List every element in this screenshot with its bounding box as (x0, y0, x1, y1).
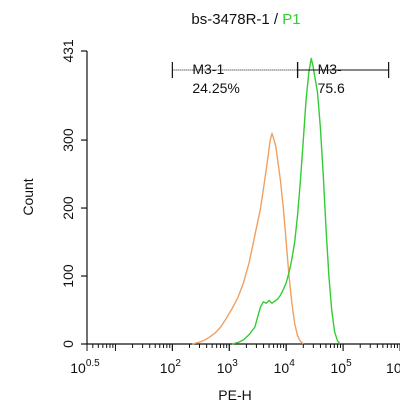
histogram-series-2 (231, 57, 341, 345)
marker-name: M3- (318, 61, 342, 77)
chart-title-main: bs-3478R-1 / (191, 11, 282, 28)
x-axis-ticks: 100.5 102 103 104 105 106. (70, 344, 400, 376)
x-tick-label: 103 (217, 358, 239, 376)
chart-title-accent: P1 (282, 11, 300, 28)
y-axis-label: Count (20, 178, 36, 215)
histogram-series-1 (192, 132, 304, 345)
x-tick-label: 106. (386, 358, 400, 376)
marker-percent: 75.6 (318, 80, 345, 96)
x-tick-label: 102 (160, 358, 182, 376)
histogram-series (192, 57, 341, 345)
marker-name: M3-1 (192, 61, 224, 77)
y-axis-ticks: 0 100 200 300 431 (60, 39, 87, 348)
x-tick-label: 100.5 (70, 358, 100, 376)
y-tick-label: 100 (60, 264, 76, 288)
y-tick-label: 300 (60, 128, 76, 152)
chart-title: bs-3478R-1 / P1 (191, 11, 300, 28)
x-axis-label: PE-H (218, 387, 251, 403)
x-tick-label: 104 (274, 358, 296, 376)
y-tick-label: 431 (60, 39, 76, 63)
y-tick-label: 200 (60, 196, 76, 220)
marker-percent: 24.25% (192, 80, 239, 96)
y-tick-label: 0 (60, 340, 76, 348)
marker-gates: M3-1 24.25% M3- 75.6 (171, 61, 390, 96)
x-tick-label: 105 (331, 358, 353, 376)
